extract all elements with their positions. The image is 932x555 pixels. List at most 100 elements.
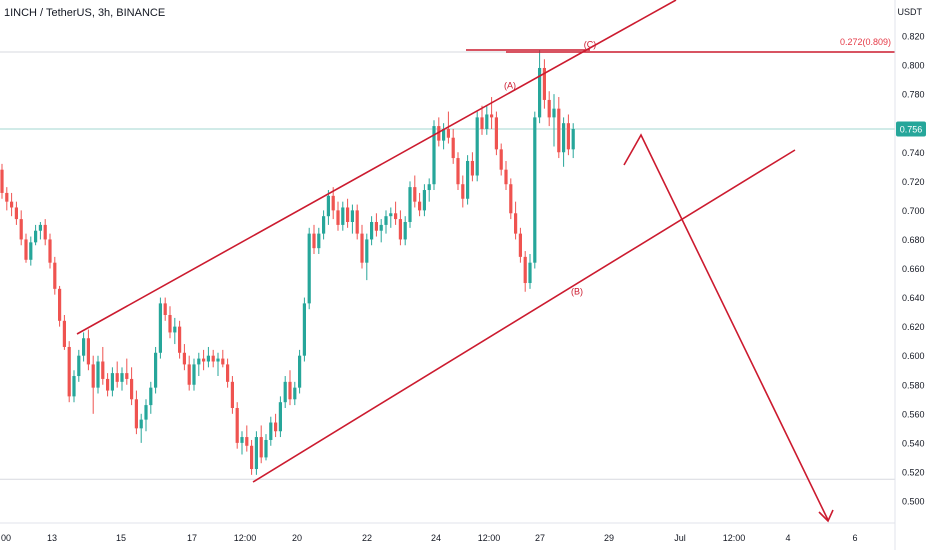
price-tick-label: 0.740 [902,148,925,158]
candle [288,370,292,406]
candle [144,399,148,432]
candle [466,155,470,205]
candle-body [14,207,18,220]
candle [283,376,287,408]
candle-body [29,242,33,260]
price-tick-label: 0.620 [902,322,925,332]
candle [221,349,225,368]
time-tick-label: 00 [1,533,11,543]
candle-body [86,338,90,365]
candle-body [178,326,182,353]
candle-body [557,108,561,153]
candle-body [499,149,503,170]
candle-body [350,210,354,222]
candle [77,349,81,382]
candle-body [475,117,479,176]
candle [106,373,110,397]
candle [43,219,47,246]
candle-body [547,99,551,118]
candle-body [456,158,460,185]
candle [173,317,177,345]
candle [62,315,66,350]
time-tick-label: 24 [431,533,441,543]
candle-body [384,216,388,225]
candle-body [168,315,172,333]
candle [178,320,182,359]
candle [557,97,561,159]
candle [120,367,124,391]
candle [197,352,201,377]
candle-body [245,437,249,446]
candle-body [341,207,345,225]
time-tick-label: 6 [852,533,857,543]
candle [427,178,431,202]
price-tick-label: 0.520 [902,467,925,477]
candle-body [48,239,52,263]
candle-body [58,288,62,321]
candle-body [504,169,508,185]
candle-body [523,256,527,284]
candle [461,175,465,208]
candle-body [494,117,498,150]
candle-body [317,233,321,249]
candle-body [125,373,129,379]
candle [331,187,335,220]
candle-body [67,346,71,397]
time-axis: 00 13 15 17 12:00 20 22 24 12:00 27 29 Jul 12:00 4 6 [0,522,895,543]
candle [432,120,436,191]
wave-label: (B) [571,287,583,297]
candle [365,233,369,281]
candle-body [374,222,378,231]
candle [0,163,4,199]
candle-body [298,355,302,388]
candle-body [446,129,450,138]
candle [259,425,263,464]
candle-body [38,224,42,231]
time-tick-label: 17 [187,533,197,543]
symbol-title: 1INCH / TetherUS, 3h, BINANCE [4,7,166,19]
candle-body [62,320,66,347]
candle [250,439,254,475]
candle [480,105,484,135]
candle [475,111,479,182]
time-tick-label: Jul [674,533,686,543]
candle-body [566,123,570,150]
candle [451,129,455,164]
candle [494,111,498,156]
candle [206,346,210,368]
candle [269,416,273,446]
candle-body [106,378,110,391]
candle [514,201,518,240]
candle-body [538,67,542,118]
projection-path [623,133,829,521]
price-tick-label: 0.720 [902,177,925,187]
candle [485,105,489,135]
candle-body [379,224,383,231]
candle [293,381,297,406]
candle-body [187,364,191,385]
candle-body [432,126,436,185]
candle-body [571,129,575,150]
candle-body [250,445,254,470]
candle [442,123,446,150]
candle-body [312,233,316,249]
candle-body [163,303,167,315]
candle-body [240,437,244,443]
candle [518,227,522,263]
candle-body [533,117,537,263]
candle [58,285,62,327]
candle [566,114,570,156]
candle-body [403,222,407,240]
candle-body [158,303,162,353]
candle-body [139,419,143,429]
candle-body [82,338,86,356]
candle [53,256,57,295]
candle [394,201,398,225]
candle [307,227,311,310]
candle-body [485,114,489,129]
candle [374,213,378,237]
candle-body [120,373,124,382]
candle-body [389,213,393,217]
